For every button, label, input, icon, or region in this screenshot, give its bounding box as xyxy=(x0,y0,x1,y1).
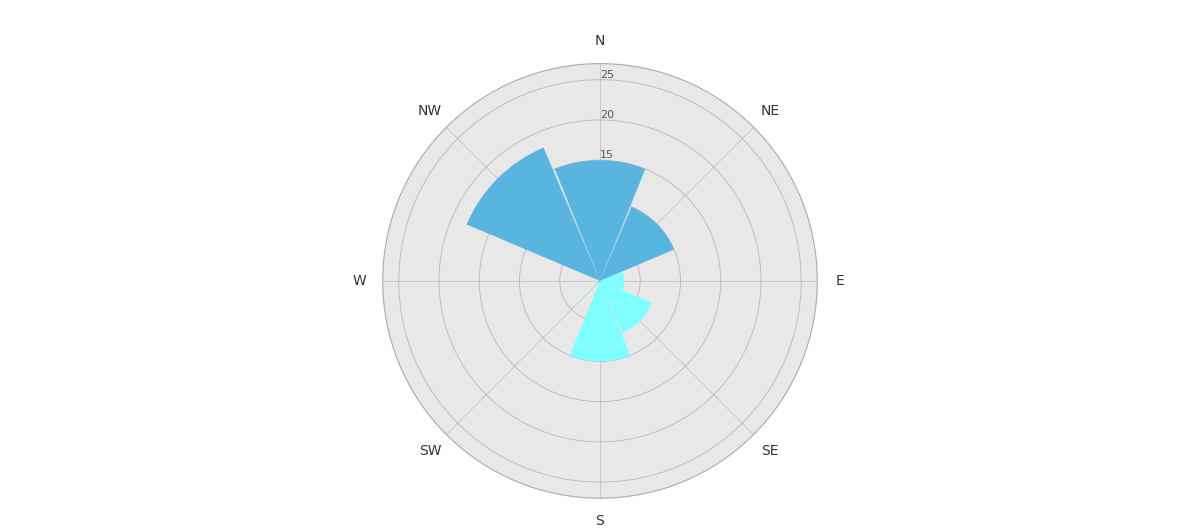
Bar xyxy=(467,147,600,281)
Bar xyxy=(600,272,624,290)
Bar xyxy=(600,207,674,281)
Bar xyxy=(600,281,652,333)
Bar xyxy=(554,160,646,281)
Bar xyxy=(570,281,630,361)
Text: Using Data Values for Tokens: Using Data Values for Tokens xyxy=(428,14,772,34)
